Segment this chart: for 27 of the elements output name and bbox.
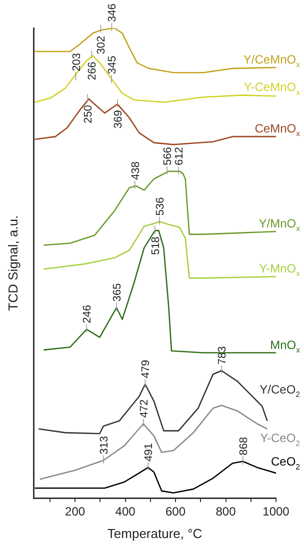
annotation: 266 [86,62,99,80]
annotation: 203 [70,52,83,72]
annotation: 868 [238,436,250,456]
annotation: 302 [96,36,108,54]
annotation: 566 [162,146,174,166]
x-tick-label: 600 [166,504,186,519]
annotation: 783 [216,346,228,365]
annotation: 438 [130,162,142,180]
annotation: 472 [138,399,150,418]
x-tick-label: 200 [65,504,86,519]
annotation: 518 [150,236,162,255]
annotation: 250 [82,104,95,124]
annotation: 313 [98,436,110,454]
x-tick-label: 1000 [262,504,290,519]
annotation: 369 [112,110,124,128]
annotation: 346 [106,4,119,22]
annotation: 365 [111,283,124,302]
annotation: 345 [106,56,118,74]
annotation: 479 [140,360,152,378]
annotation: 536 [154,197,166,216]
x-axis-title: Temperature, °C [107,526,202,541]
annotation: 246 [82,304,94,324]
annotation: 612 [174,146,186,166]
x-tick-label: 800 [216,504,236,519]
annotation: 491 [143,443,156,462]
x-tick-label: 400 [115,504,136,519]
y-axis-title: TCD Signal, a.u. [5,215,20,311]
